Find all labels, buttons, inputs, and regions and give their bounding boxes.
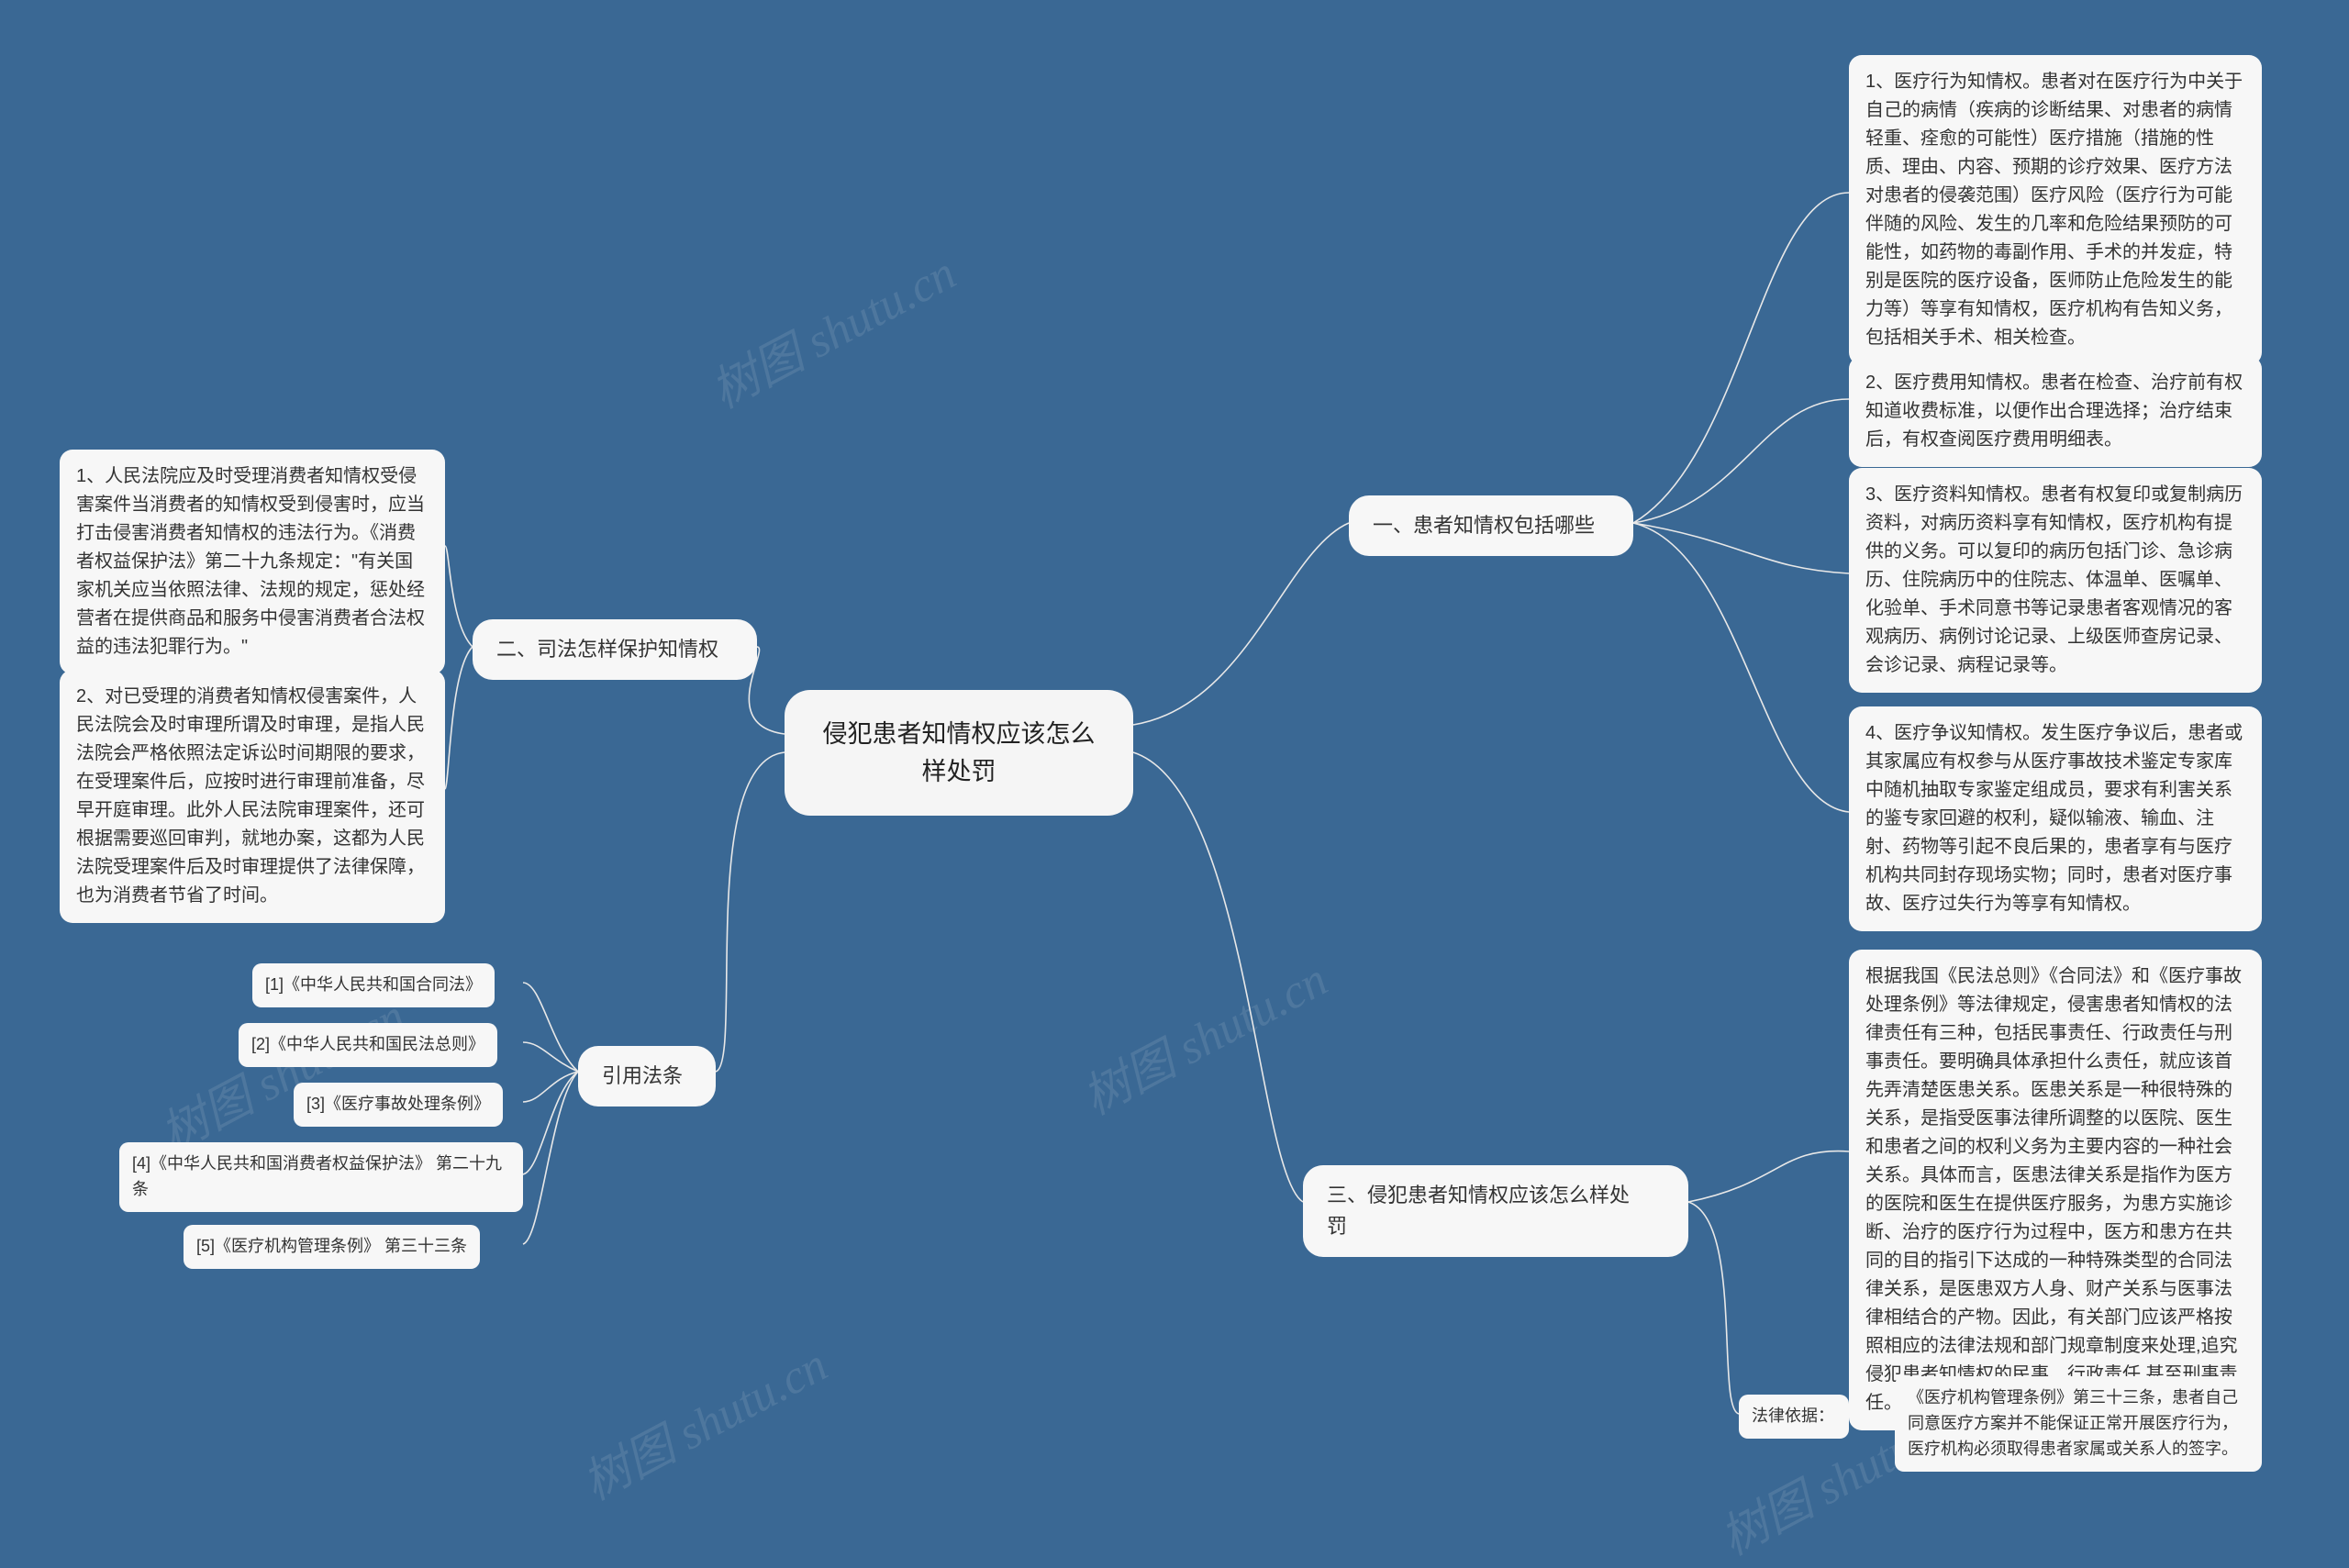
leaf-b4-2: [2]《中华人民共和国民法总则》 <box>239 1023 497 1067</box>
leaf-b4-1: [1]《中华人民共和国合同法》 <box>252 963 495 1007</box>
branch-2: 二、司法怎样保护知情权 <box>473 619 757 680</box>
leaf-b1-3: 3、医疗资料知情权。患者有权复印或复制病历资料，对病历资料享有知情权，医疗机构有… <box>1849 468 2262 693</box>
center-topic: 侵犯患者知情权应该怎么样处罚 <box>785 690 1133 816</box>
watermark: 树图 shutu.cn <box>1068 941 1337 1128</box>
leaf-b4-4: [4]《中华人民共和国消费者权益保护法》 第二十九条 <box>119 1142 523 1212</box>
leaf-b4-5: [5]《医疗机构管理条例》 第三十三条 <box>184 1225 480 1269</box>
watermark: 树图 shutu.cn <box>568 1327 837 1513</box>
watermark: 树图 shutu.cn <box>696 235 965 421</box>
leaf-b4-3: [3]《医疗事故处理条例》 <box>294 1083 503 1127</box>
leaf-b3-law-label: 法律依据： <box>1739 1395 1849 1439</box>
leaf-b2-2: 2、对已受理的消费者知情权侵害案件，人民法院会及时审理所谓及时审理，是指人民法院… <box>60 670 445 923</box>
leaf-b1-1: 1、医疗行为知情权。患者对在医疗行为中关于自己的病情（疾病的诊断结果、对患者的病… <box>1849 55 2262 365</box>
leaf-b2-1: 1、人民法院应及时受理消费者知情权受侵害案件当消费者的知情权受到侵害时，应当打击… <box>60 450 445 674</box>
leaf-b1-4: 4、医疗争议知情权。发生医疗争议后，患者或其家属应有权参与从医疗事故技术鉴定专家… <box>1849 706 2262 931</box>
leaf-b3-law-text: 《医疗机构管理条例》第三十三条，患者自己同意医疗方案并不能保证正常开展医疗行为，… <box>1895 1376 2262 1472</box>
leaf-b1-2: 2、医疗费用知情权。患者在检查、治疗前有权知道收费标准，以便作出合理选择；治疗结… <box>1849 356 2262 467</box>
branch-3: 三、侵犯患者知情权应该怎么样处罚 <box>1303 1165 1688 1257</box>
branch-4: 引用法条 <box>578 1046 716 1106</box>
branch-1: 一、患者知情权包括哪些 <box>1349 495 1633 556</box>
leaf-b3-1: 根据我国《民法总则》《合同法》和《医疗事故处理条例》等法律规定，侵害患者知情权的… <box>1849 950 2262 1430</box>
